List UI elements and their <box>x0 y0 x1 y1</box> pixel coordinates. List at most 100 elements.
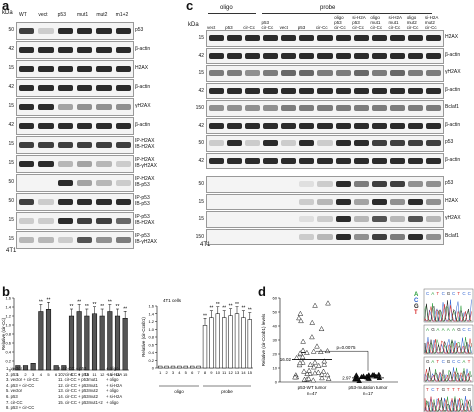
panel-c-row-label: H2AX <box>445 197 459 204</box>
base-call: C <box>431 387 435 392</box>
data-point <box>369 372 376 378</box>
category-label: 7 <box>63 372 66 377</box>
panel-a-band <box>96 142 112 148</box>
panel-c-band <box>299 181 315 187</box>
panel-b-legend-tag: + si-H2A <box>106 371 123 377</box>
panel-b-legend-item: 9. cir-CC + p53 <box>58 366 87 371</box>
data-point <box>304 370 310 376</box>
bar <box>164 365 169 369</box>
bar <box>247 319 252 369</box>
panel-a-row-label: IB-H2AX <box>135 144 155 150</box>
panel-c-band <box>353 87 369 94</box>
panel-c-row-label: p53 <box>445 180 454 186</box>
panel-b-legend-item: 6. p53 <box>6 394 18 399</box>
panel-a-kda-marker: 50 <box>8 198 14 204</box>
panel-c-band <box>353 52 369 59</box>
panel-c-band <box>281 52 297 59</box>
panel-a-band <box>115 199 131 205</box>
data-point <box>319 375 325 381</box>
y-tick-label: 0.8 <box>148 335 154 340</box>
panel-c-band <box>390 140 406 146</box>
data-point <box>325 375 332 381</box>
panel-b-legend-item: 12. cir-CC + p53mut1 <box>58 382 98 388</box>
y-tick-label: 20 <box>273 352 278 357</box>
panel-c-band <box>426 181 442 187</box>
significance-label: ** <box>116 304 120 310</box>
panel-c-row-label: β-actin <box>445 51 461 58</box>
panel-c-band <box>299 216 315 222</box>
data-point <box>298 318 304 324</box>
panel-c-cell-line: 4T1 <box>200 242 211 248</box>
panel-c-band <box>353 233 369 240</box>
significance-label: ** <box>203 313 207 319</box>
significance-label: ** <box>47 297 51 303</box>
panel-a-blot <box>16 60 134 78</box>
category-label: 8 <box>204 370 207 375</box>
panel-c-band <box>426 198 442 205</box>
category-label: 15 <box>123 372 128 377</box>
panel-c-band <box>299 157 315 164</box>
panel-c-band <box>281 157 297 164</box>
panel-b-legend-tag: + oligo <box>106 366 119 371</box>
bar <box>122 318 128 371</box>
panel-c-band <box>408 122 424 129</box>
panel-a-band <box>19 161 35 167</box>
panel-a-lane-label: vect <box>38 12 48 18</box>
panel-c-band <box>426 157 442 164</box>
panel-a-blot <box>16 231 134 249</box>
panel-a-band <box>115 123 131 129</box>
panel-c-lane-label: mut1 <box>388 20 399 25</box>
panel-c-band <box>281 87 297 94</box>
bar <box>68 315 75 371</box>
data-point <box>356 377 362 383</box>
data-point <box>319 371 325 377</box>
panel-c-band <box>408 157 424 164</box>
panel-a-band <box>77 218 93 224</box>
panel-a-band <box>115 28 131 34</box>
category-label: 5 <box>185 370 188 375</box>
panel-c-kda-marker: 42 <box>198 157 204 164</box>
data-point <box>305 375 312 381</box>
significance-label: ** <box>222 306 226 312</box>
panel-c-kda-marker: 15 <box>198 216 204 222</box>
base-call: C <box>462 291 466 296</box>
panel-c-band <box>299 198 315 205</box>
panel-c-band <box>317 105 333 111</box>
panel-c-band <box>371 140 388 146</box>
base-call: T <box>436 359 439 364</box>
panel-c-band <box>353 216 369 222</box>
panel-a-band <box>96 104 112 110</box>
panel-b-letter: b <box>2 284 10 299</box>
panel-b-legend-tag: + oligo <box>106 388 119 394</box>
panel-d-scatter-chart: 0 10 20 30 40 50 60 Relative (cir-Ccnb1) levels… <box>261 296 398 396</box>
data-point <box>318 325 325 331</box>
panel-c-kda-marker: 42 <box>198 87 204 94</box>
panel-c-band <box>408 87 424 94</box>
data-point <box>309 319 315 325</box>
category-label: 11 <box>222 370 227 375</box>
base-call: T <box>468 359 471 364</box>
data-point <box>311 364 317 370</box>
data-point <box>312 370 318 376</box>
bar <box>53 365 59 371</box>
data-point <box>307 361 314 367</box>
panel-a-row-label: γH2AX <box>135 103 151 109</box>
panel-c-blot <box>206 228 444 245</box>
significance-label: ** <box>85 304 89 310</box>
panel-b-legend-item: 15. cir-CC + p53mut1+2 <box>58 399 103 405</box>
panel-c-lane-label: mut2 <box>424 20 435 25</box>
panel-a-blot <box>16 136 134 154</box>
category-label: 7 <box>197 370 200 375</box>
panel-c-band <box>208 87 224 94</box>
bar <box>38 311 44 371</box>
panel-c-band <box>408 52 424 59</box>
panel-c-band <box>299 122 315 129</box>
panel-c-kda-label: kDa <box>188 22 199 28</box>
y-tick-label: 0 <box>275 380 278 385</box>
panel-a-row-label: IP-p53 <box>135 214 150 220</box>
panel-a-band <box>19 199 35 205</box>
panel-a-band <box>77 85 93 91</box>
panel-a-band <box>57 180 73 186</box>
panel-c-band <box>408 216 424 222</box>
